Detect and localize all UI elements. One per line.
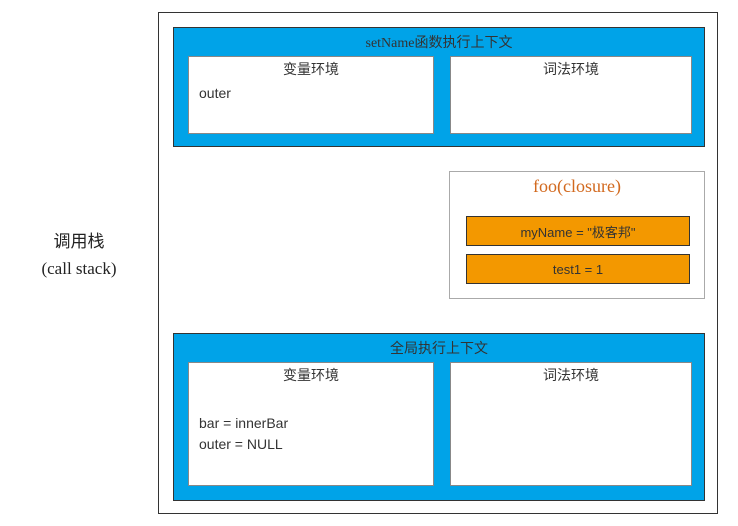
closure-item-0: myName = "极客邦"	[466, 216, 690, 246]
global-var-env: 变量环境 bar = innerBarouter = NULL	[188, 362, 434, 486]
global-lex-env-title: 词法环境	[451, 363, 691, 385]
setname-var-env-title: 变量环境	[189, 57, 433, 79]
foo-closure-title: foo(closure)	[450, 172, 704, 197]
call-stack-label-line2: (call stack)	[0, 255, 158, 282]
stack-stage: setName函数执行上下文 变量环境 outer 词法环境 foo(closu…	[158, 12, 718, 514]
global-lex-env: 词法环境	[450, 362, 692, 486]
setname-context-title: setName函数执行上下文	[174, 32, 704, 52]
global-var-env-content: bar = innerBarouter = NULL	[189, 385, 433, 459]
global-lex-env-content	[451, 385, 691, 393]
foo-closure: foo(closure) myName = "极客邦" test1 = 1	[449, 171, 705, 299]
setname-lex-env: 词法环境	[450, 56, 692, 134]
setname-var-env: 变量环境 outer	[188, 56, 434, 134]
closure-item-1: test1 = 1	[466, 254, 690, 284]
setname-context: setName函数执行上下文 变量环境 outer 词法环境	[173, 27, 705, 147]
global-context-title: 全局执行上下文	[174, 338, 704, 358]
setname-lex-env-title: 词法环境	[451, 57, 691, 79]
setname-var-env-content: outer	[189, 79, 433, 108]
call-stack-label-line1: 调用栈	[0, 228, 158, 255]
global-var-env-title: 变量环境	[189, 363, 433, 385]
call-stack-label: 调用栈 (call stack)	[0, 228, 158, 282]
global-context: 全局执行上下文 变量环境 bar = innerBarouter = NULL …	[173, 333, 705, 501]
setname-lex-env-content	[451, 79, 691, 87]
